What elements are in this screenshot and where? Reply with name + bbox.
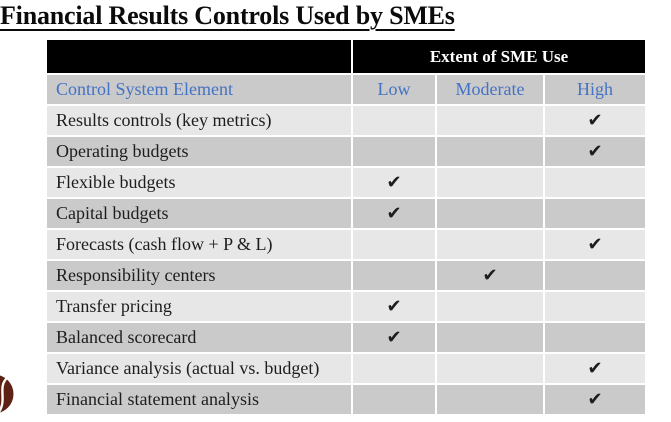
cell-low bbox=[353, 385, 435, 414]
logo-swoosh bbox=[0, 377, 8, 413]
group-header-label: Extent of SME Use bbox=[353, 40, 645, 73]
cell-low bbox=[353, 261, 435, 290]
table-row: Responsibility centers ✔ bbox=[47, 261, 645, 290]
cell-moderate bbox=[437, 323, 543, 352]
row-label: Transfer pricing bbox=[47, 292, 351, 321]
cell-low bbox=[353, 137, 435, 166]
table-row: Capital budgets ✔ bbox=[47, 199, 645, 228]
cell-high bbox=[545, 168, 645, 197]
table-row: Results controls (key metrics) ✔ bbox=[47, 106, 645, 135]
table-row: Flexible budgets ✔ bbox=[47, 168, 645, 197]
row-label: Results controls (key metrics) bbox=[47, 106, 351, 135]
cell-moderate bbox=[437, 292, 543, 321]
row-label: Flexible budgets bbox=[47, 168, 351, 197]
cell-moderate bbox=[437, 106, 543, 135]
table-group-header-row: Extent of SME Use bbox=[47, 40, 645, 73]
cell-low: ✔ bbox=[353, 168, 435, 197]
column-header-moderate: Moderate bbox=[437, 75, 543, 104]
table-row: Financial statement analysis ✔ bbox=[47, 385, 645, 414]
cell-moderate bbox=[437, 385, 543, 414]
cell-moderate bbox=[437, 354, 543, 383]
cell-high bbox=[545, 323, 645, 352]
group-header-spacer bbox=[47, 40, 351, 73]
cell-low bbox=[353, 354, 435, 383]
row-label: Variance analysis (actual vs. budget) bbox=[47, 354, 351, 383]
cell-high: ✔ bbox=[545, 354, 645, 383]
cell-high: ✔ bbox=[545, 106, 645, 135]
table-row: Operating budgets ✔ bbox=[47, 137, 645, 166]
table-row: Balanced scorecard ✔ bbox=[47, 323, 645, 352]
cell-low: ✔ bbox=[353, 199, 435, 228]
column-header-element: Control System Element bbox=[47, 75, 351, 104]
table-column-header-row: Control System Element Low Moderate High bbox=[47, 75, 645, 104]
row-label: Capital budgets bbox=[47, 199, 351, 228]
row-label: Operating budgets bbox=[47, 137, 351, 166]
cell-high bbox=[545, 292, 645, 321]
row-label: Financial statement analysis bbox=[47, 385, 351, 414]
column-header-low: Low bbox=[353, 75, 435, 104]
table-row: Variance analysis (actual vs. budget) ✔ bbox=[47, 354, 645, 383]
cell-moderate bbox=[437, 137, 543, 166]
cell-high bbox=[545, 199, 645, 228]
corner-logo-icon bbox=[0, 375, 14, 413]
column-header-high: High bbox=[545, 75, 645, 104]
row-label: Responsibility centers bbox=[47, 261, 351, 290]
cell-high bbox=[545, 261, 645, 290]
cell-moderate bbox=[437, 230, 543, 259]
page-title: Financial Results Controls Used by SMEs bbox=[0, 1, 455, 30]
table-row: Transfer pricing ✔ bbox=[47, 292, 645, 321]
cell-moderate bbox=[437, 168, 543, 197]
cell-low: ✔ bbox=[353, 292, 435, 321]
cell-moderate: ✔ bbox=[437, 261, 543, 290]
cell-high: ✔ bbox=[545, 230, 645, 259]
cell-high: ✔ bbox=[545, 385, 645, 414]
cell-moderate bbox=[437, 199, 543, 228]
cell-high: ✔ bbox=[545, 137, 645, 166]
cell-low: ✔ bbox=[353, 323, 435, 352]
row-label: Balanced scorecard bbox=[47, 323, 351, 352]
row-label: Forecasts (cash flow + P & L) bbox=[47, 230, 351, 259]
cell-low bbox=[353, 106, 435, 135]
sme-controls-table: Extent of SME Use Control System Element… bbox=[47, 40, 645, 416]
cell-low bbox=[353, 230, 435, 259]
table-row: Forecasts (cash flow + P & L) ✔ bbox=[47, 230, 645, 259]
